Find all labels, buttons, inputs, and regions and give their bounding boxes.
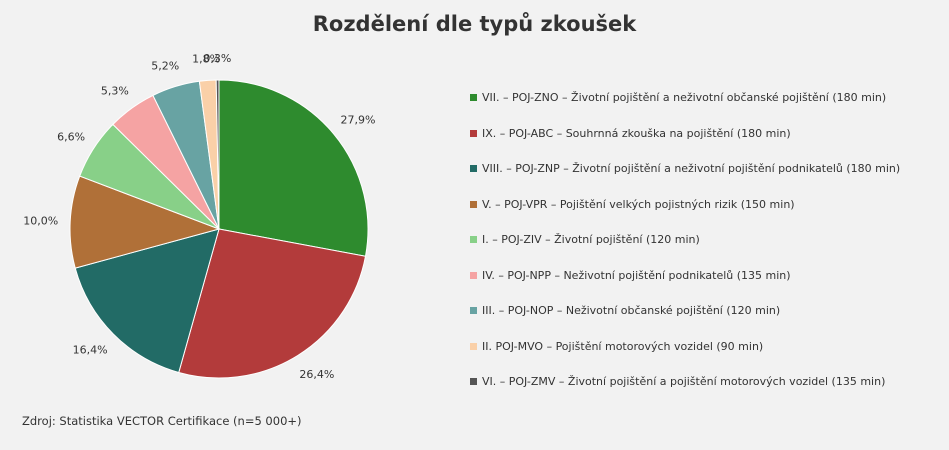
slice-value-label: 0,3% [203, 52, 231, 65]
legend-item: VIII. – POJ-ZNP – Životní pojištění a ne… [470, 161, 940, 197]
pie-slice [215, 79, 220, 230]
legend-item: IV. – POJ-NPP – Neživotní pojištění podn… [470, 268, 940, 304]
chart-title: Rozdělení dle typů zkoušek [312, 12, 637, 36]
pie-slice [178, 228, 367, 379]
legend-label: VI. – POJ-ZMV – Životní pojištění a poji… [482, 375, 886, 388]
pie-slice [218, 79, 369, 257]
legend-item: V. – POJ-VPR – Pojištění velkých pojistn… [470, 197, 940, 233]
legend-swatch [470, 342, 477, 350]
legend-label: VII. – POJ-ZNO – Životní pojištění a než… [482, 91, 887, 104]
legend-label: V. – POJ-VPR – Pojištění velkých pojistn… [482, 197, 795, 211]
legend-label: IX. – POJ-ABC – Souhrnná zkouška na poji… [482, 126, 791, 140]
legend-item: III. – POJ-NOP – Neživotní občanské poji… [470, 303, 940, 339]
legend-swatch [470, 271, 477, 279]
legend-label: IV. – POJ-NPP – Neživotní pojištění podn… [482, 268, 791, 282]
slice-value-label: 6,6% [57, 131, 85, 144]
legend-label: III. – POJ-NOP – Neživotní občanské poji… [482, 304, 781, 317]
legend-label: I. – POJ-ZIV – Životní pojištění (120 mi… [482, 233, 700, 246]
slice-value-label: 5,2% [151, 59, 179, 72]
slice-value-label: 1,8% [192, 52, 220, 65]
legend-swatch [470, 94, 477, 101]
legend-item: II. POJ-MVO – Pojištění motorových vozid… [470, 339, 940, 375]
legend-swatch [470, 307, 477, 314]
pie-slice [69, 175, 221, 269]
legend-swatch [470, 236, 477, 243]
legend: VII. – POJ-ZNO – Životní pojištění a než… [470, 90, 940, 410]
pie-chart: 27,9% 26,4% 16,4% 10,0% 6,6% 5,3% 5,2% 1,8%0,3% [23, 52, 376, 381]
slice-value-label: 27,9% [341, 114, 376, 127]
slice-value-label: 26,4% [299, 368, 334, 381]
legend-item: VII. – POJ-ZNO – Životní pojištění a než… [470, 90, 940, 126]
source-note: Zdroj: Statistika VECTOR Certifikace (n=… [22, 414, 302, 428]
legend-swatch [470, 165, 477, 172]
slice-value-label: 5,3% [101, 84, 129, 97]
legend-swatch [470, 378, 477, 385]
slice-value-label: 10,0% [23, 215, 58, 228]
legend-item: IX. – POJ-ABC – Souhrnná zkouška na poji… [470, 126, 940, 162]
legend-swatch [470, 129, 477, 137]
legend-label: VIII. – POJ-ZNP – Životní pojištění a ne… [482, 162, 901, 175]
legend-item: I. – POJ-ZIV – Životní pojištění (120 mi… [470, 232, 940, 268]
legend-label: II. POJ-MVO – Pojištění motorových vozid… [482, 339, 764, 353]
legend-item: VI. – POJ-ZMV – Životní pojištění a poji… [470, 374, 940, 410]
pie-slice [74, 228, 220, 374]
slice-value-label: 16,4% [73, 343, 108, 356]
legend-swatch [470, 200, 477, 208]
